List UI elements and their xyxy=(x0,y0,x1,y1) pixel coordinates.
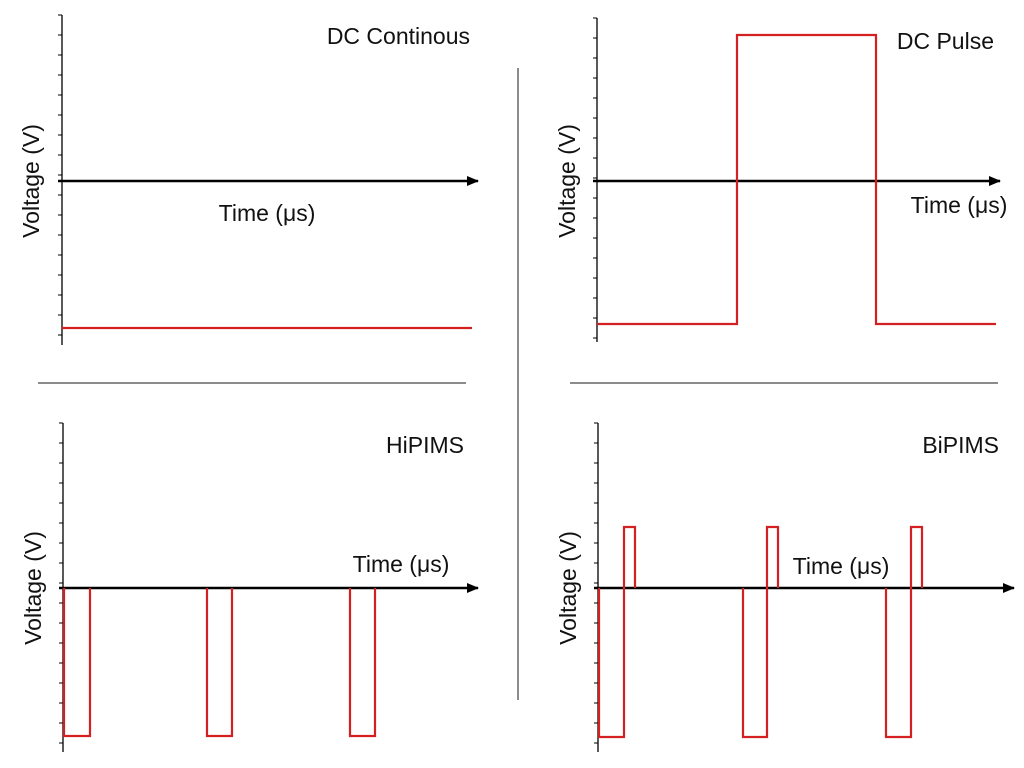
panel-title: DC Continous xyxy=(327,23,470,49)
x-axis-label: Time (μs) xyxy=(911,192,1008,218)
panel-title: DC Pulse xyxy=(897,28,994,54)
y-axis-ticks xyxy=(58,14,62,336)
waveform-line xyxy=(205,588,234,738)
y-axis-label: Voltage (V) xyxy=(554,124,580,238)
y-axis-ticks xyxy=(59,422,63,744)
waveform-line xyxy=(741,525,780,739)
waveform-line xyxy=(597,33,996,326)
waveform-line xyxy=(348,588,377,738)
x-axis-label: Time (μs) xyxy=(353,551,450,577)
x-axis-label: Time (μs) xyxy=(219,200,316,226)
y-axis-label: Voltage (V) xyxy=(20,531,46,645)
panel-title: HiPIMS xyxy=(386,432,464,458)
panel-dc-pulse: DC Pulse Time (μs) Voltage (V) xyxy=(554,17,1008,342)
panel-dc-continous: DC Continous Time (μs) Voltage (V) xyxy=(18,14,479,345)
x-axis-label: Time (μs) xyxy=(793,553,890,579)
panel-hipims: HiPIMS Time (μs) Voltage (V) xyxy=(20,422,479,752)
waveform-line xyxy=(62,588,92,738)
y-axis-label: Voltage (V) xyxy=(18,124,44,238)
panel-bipims: BiPIMS Time (μs) Voltage (V) xyxy=(555,422,1015,752)
panel-title: BiPIMS xyxy=(922,432,999,458)
waveform-line xyxy=(884,525,924,739)
y-axis-ticks xyxy=(593,17,597,339)
y-axis-ticks xyxy=(594,422,598,744)
waveform-line xyxy=(597,525,637,739)
y-axis-label: Voltage (V) xyxy=(555,531,581,645)
